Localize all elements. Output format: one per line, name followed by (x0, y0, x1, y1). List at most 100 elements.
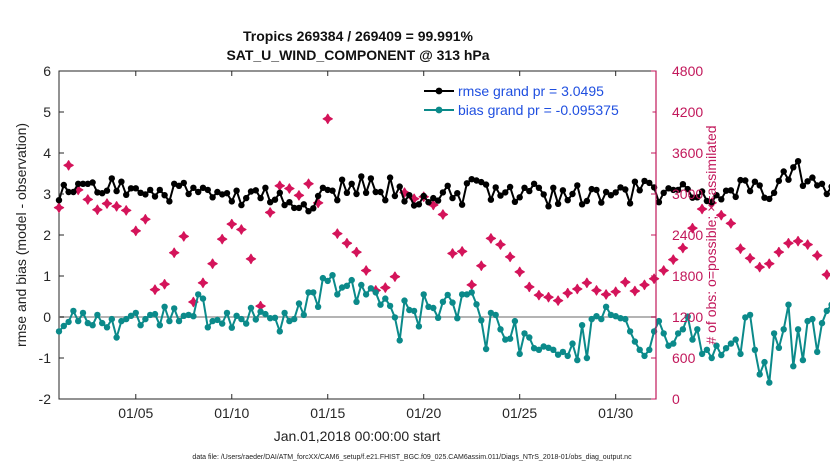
obs-marker (53, 202, 65, 213)
rmse-point (142, 191, 149, 198)
data-file-footer: data file: /Users/raeder/DAI/ATM_forcXX/… (192, 454, 632, 461)
rmse-point (60, 181, 67, 189)
rmse-point (550, 184, 557, 191)
legend-rmse-label: rmse grand pr = 3.0495 (458, 83, 604, 99)
obs-marker (620, 276, 631, 288)
rmse-point (223, 190, 231, 197)
rmse-point (209, 194, 216, 201)
rmse-point (247, 188, 255, 195)
rmse-point (362, 189, 370, 196)
bias-point (171, 305, 178, 312)
bias-point (636, 346, 643, 353)
rmse-point (554, 200, 562, 207)
rmse-point (406, 192, 413, 199)
bias-point (65, 318, 72, 326)
obs-marker (658, 265, 669, 276)
bias-point (761, 358, 768, 366)
obs-marker (111, 201, 122, 212)
rmse-point (386, 174, 394, 181)
rmse-point (353, 190, 360, 198)
rmse-point (204, 186, 211, 194)
bias-point (751, 346, 759, 353)
obs-marker (668, 254, 679, 265)
rmse-point (593, 186, 600, 194)
obs-marker (226, 218, 237, 230)
bias-point (790, 363, 797, 370)
obs-marker (92, 204, 103, 215)
y-axis-left-label: rmse and bias (model - observation) (13, 123, 29, 347)
rmse-point (338, 176, 346, 183)
y-right-tick-label: 2400 (672, 227, 703, 243)
rmse-point (180, 179, 187, 187)
bias-point (233, 312, 240, 319)
bias-point (622, 315, 629, 323)
bias-point (103, 324, 111, 331)
bias-point (185, 311, 192, 319)
bias-point (670, 340, 677, 347)
obs-marker (120, 205, 132, 216)
obs-marker (600, 289, 612, 300)
bias-point (156, 322, 163, 329)
chart-subtitle: SAT_U_WIND_COMPONENT @ 313 hPa (226, 47, 489, 63)
rmse-point (482, 181, 490, 188)
bias-point (526, 334, 533, 341)
bias-point (540, 343, 547, 350)
obs-marker (456, 246, 468, 257)
bias-point (655, 317, 663, 325)
rmse-point (372, 188, 379, 196)
rmse-point (286, 199, 293, 206)
legend-bias-label: bias grand pr = -0.095375 (458, 102, 619, 118)
bias-point (641, 352, 648, 360)
rmse-point (458, 201, 466, 208)
rmse-point (602, 188, 610, 196)
bias-point (574, 356, 581, 364)
obs-marker (572, 283, 583, 295)
bias-point (391, 314, 399, 321)
bias-point (698, 350, 706, 358)
rmse-point (99, 190, 106, 197)
rmse-point (94, 189, 101, 196)
obs-marker (677, 242, 689, 254)
bias-point (142, 315, 149, 323)
bias-point (247, 304, 255, 312)
bias-point (578, 322, 586, 329)
rmse-point (708, 199, 715, 206)
rmse-point (804, 178, 811, 185)
rmse-point (617, 184, 624, 191)
bias-point (199, 295, 207, 302)
bias-point (415, 323, 423, 330)
rmse-point (233, 187, 240, 194)
obs-marker (380, 282, 391, 293)
y-right-tick-label: 3000 (672, 186, 703, 202)
obs-marker (725, 218, 737, 229)
bias-point (334, 291, 341, 298)
rmse-point (823, 190, 830, 198)
bias-point (372, 289, 379, 296)
bias-point (785, 301, 792, 308)
bias-point (722, 345, 730, 352)
bias-point (190, 313, 197, 320)
obs-marker (648, 273, 660, 284)
rmse-point (314, 192, 322, 200)
obs-marker (735, 243, 746, 254)
bias-point (127, 312, 135, 319)
bias-point (814, 348, 821, 356)
obs-marker (485, 233, 497, 244)
x-axis-label: Jan.01,2018 00:00:00 start (274, 428, 441, 444)
obs-marker (332, 228, 343, 239)
rmse-point (684, 185, 691, 193)
rmse-point (75, 180, 82, 187)
bias-point (147, 311, 154, 319)
rmse-point (228, 198, 235, 205)
rmse-point (175, 182, 183, 189)
obs-marker (101, 198, 113, 209)
obs-marker (802, 239, 813, 250)
bias-point (530, 345, 538, 352)
obs-marker (562, 287, 573, 299)
bias-point (559, 348, 567, 356)
rmse-point (281, 201, 288, 209)
rmse-point (713, 192, 720, 199)
bias-point (727, 340, 735, 347)
bias-point (478, 317, 485, 324)
